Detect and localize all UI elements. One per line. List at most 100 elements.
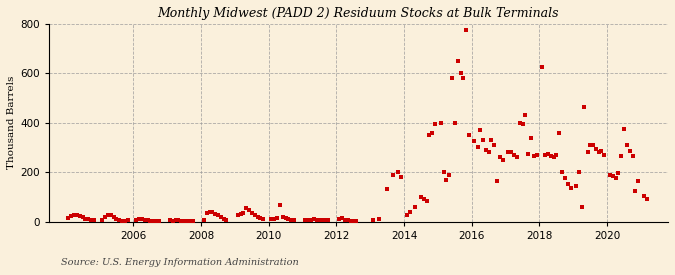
Point xyxy=(548,155,559,160)
Point xyxy=(483,150,494,155)
Point xyxy=(506,150,517,155)
Point xyxy=(275,203,286,208)
Point xyxy=(443,172,454,177)
Point xyxy=(477,138,488,142)
Point xyxy=(283,217,294,221)
Point xyxy=(624,149,635,153)
Point xyxy=(269,216,280,221)
Point xyxy=(252,214,263,219)
Point xyxy=(314,218,325,222)
Point xyxy=(198,217,209,222)
Point xyxy=(63,216,74,220)
Point xyxy=(277,215,288,219)
Point xyxy=(410,205,421,209)
Point xyxy=(591,147,601,151)
Point xyxy=(416,195,427,199)
Point xyxy=(97,217,107,222)
Point xyxy=(317,218,327,222)
Point xyxy=(570,183,581,188)
Point xyxy=(596,149,607,153)
Point xyxy=(630,188,641,193)
Point xyxy=(450,120,460,125)
Point xyxy=(509,153,520,157)
Point xyxy=(249,212,260,217)
Point xyxy=(345,218,356,223)
Point xyxy=(207,210,217,214)
Point xyxy=(80,217,90,221)
Point xyxy=(551,153,562,157)
Point xyxy=(531,153,542,157)
Point xyxy=(131,217,142,222)
Point xyxy=(306,217,317,222)
Point xyxy=(641,197,652,202)
Point xyxy=(165,218,176,222)
Point xyxy=(215,214,226,219)
Point xyxy=(238,211,249,215)
Point xyxy=(109,215,119,219)
Point xyxy=(579,104,590,109)
Point xyxy=(427,130,437,135)
Point xyxy=(608,174,618,178)
Point xyxy=(373,217,384,221)
Point xyxy=(145,218,156,223)
Point xyxy=(119,219,130,223)
Point xyxy=(387,172,398,177)
Point xyxy=(184,218,195,223)
Point xyxy=(492,178,503,183)
Point xyxy=(486,138,497,142)
Point xyxy=(517,122,528,126)
Point xyxy=(72,212,82,217)
Point xyxy=(122,218,133,222)
Point xyxy=(604,172,615,177)
Point xyxy=(633,178,644,183)
Point xyxy=(368,218,379,222)
Point xyxy=(599,153,610,157)
Point xyxy=(430,122,441,126)
Point xyxy=(340,218,350,222)
Point xyxy=(114,218,125,222)
Point xyxy=(167,218,178,223)
Point xyxy=(495,155,506,160)
Point xyxy=(545,154,556,158)
Point xyxy=(333,216,344,221)
Point xyxy=(481,148,491,152)
Point xyxy=(520,113,531,117)
Point xyxy=(435,120,446,125)
Point xyxy=(221,218,232,222)
Y-axis label: Thousand Barrels: Thousand Barrels xyxy=(7,76,16,169)
Point xyxy=(88,218,99,222)
Point xyxy=(489,143,500,147)
Point xyxy=(543,152,554,156)
Point xyxy=(258,217,269,221)
Point xyxy=(86,217,97,222)
Point xyxy=(187,219,198,223)
Point xyxy=(266,217,277,221)
Point xyxy=(418,197,429,202)
Point xyxy=(350,219,361,223)
Point xyxy=(69,213,80,218)
Point xyxy=(66,214,77,218)
Point xyxy=(565,186,576,190)
Point xyxy=(613,171,624,175)
Point xyxy=(272,216,283,220)
Point xyxy=(475,128,485,132)
Point xyxy=(151,219,161,223)
Point xyxy=(557,170,568,174)
Point xyxy=(404,210,415,214)
Point xyxy=(424,133,435,137)
Point xyxy=(136,216,147,221)
Point xyxy=(74,214,85,218)
Point xyxy=(523,152,534,156)
Point xyxy=(182,219,192,223)
Point xyxy=(241,206,252,210)
Point xyxy=(153,219,164,223)
Point xyxy=(201,211,212,215)
Point xyxy=(103,212,113,217)
Point xyxy=(218,216,229,221)
Point xyxy=(348,219,358,223)
Point xyxy=(562,182,573,187)
Point xyxy=(303,218,314,222)
Point xyxy=(421,198,432,203)
Point xyxy=(639,193,649,198)
Point xyxy=(139,217,150,222)
